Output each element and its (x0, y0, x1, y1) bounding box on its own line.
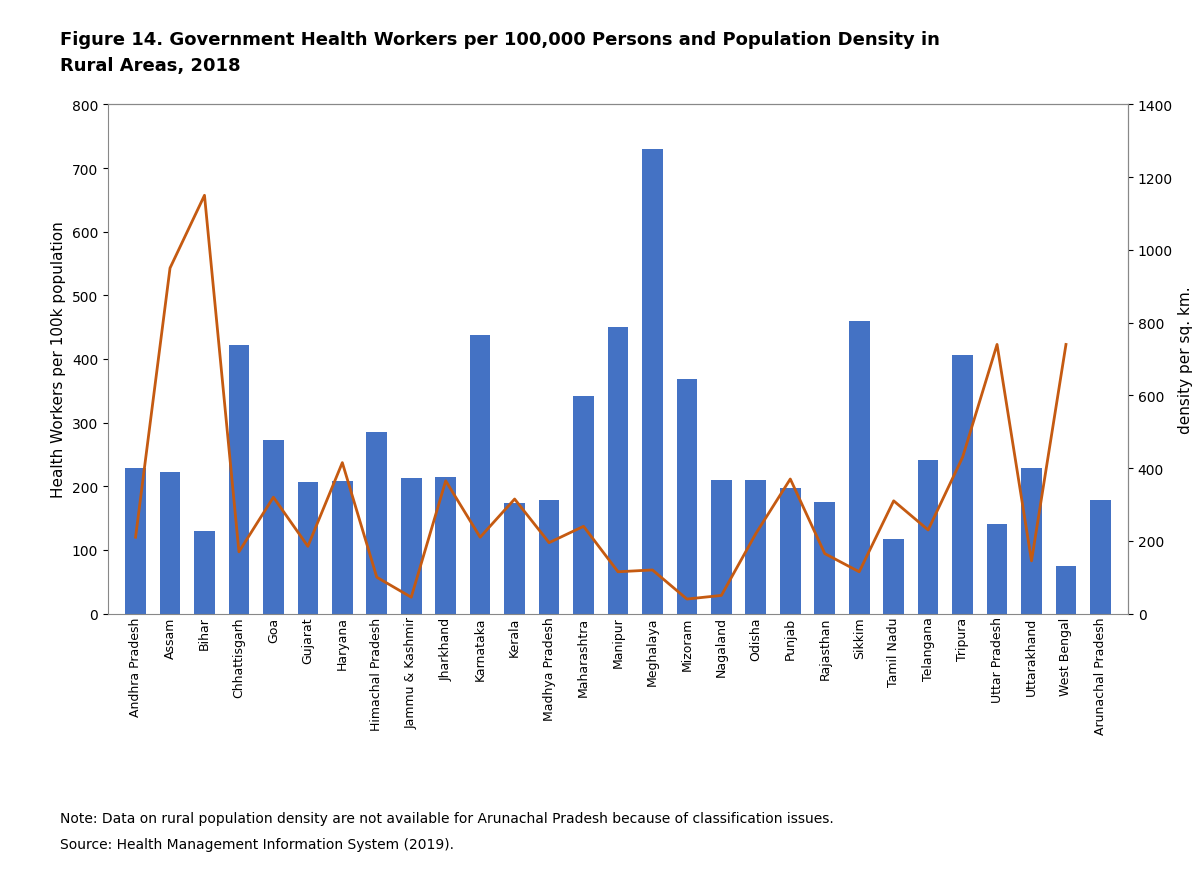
Bar (918, 460, 938, 614)
Y-axis label: density per sq. km.: density per sq. km. (1178, 286, 1194, 433)
Bar (470, 336, 491, 614)
Text: Note: Data on rural population density are not available for Arunachal Pradesh b: Note: Data on rural population density a… (60, 811, 834, 825)
Bar (815, 503, 835, 614)
Bar (953, 355, 973, 614)
Text: Rural Areas, 2018: Rural Areas, 2018 (60, 57, 241, 75)
Bar (366, 432, 388, 614)
Bar (125, 469, 146, 614)
Bar (1056, 567, 1076, 614)
Text: Figure 14. Government Health Workers per 100,000 Persons and Population Density : Figure 14. Government Health Workers per… (60, 31, 940, 49)
Y-axis label: Health Workers per 100k population: Health Workers per 100k population (52, 221, 66, 498)
Bar (848, 322, 870, 614)
Bar (677, 380, 697, 614)
Bar (160, 473, 180, 614)
Bar (332, 481, 353, 614)
Bar (1021, 469, 1042, 614)
Bar (436, 477, 456, 614)
Bar (712, 481, 732, 614)
Bar (574, 396, 594, 614)
Bar (986, 524, 1007, 614)
Bar (401, 479, 421, 614)
Bar (539, 501, 559, 614)
Bar (607, 328, 629, 614)
Bar (1090, 501, 1111, 614)
Bar (745, 481, 766, 614)
Bar (298, 482, 318, 614)
Text: Source: Health Management Information System (2019).: Source: Health Management Information Sy… (60, 838, 454, 852)
Bar (642, 150, 662, 614)
Bar (504, 504, 524, 614)
Bar (229, 346, 250, 614)
Bar (883, 539, 904, 614)
Bar (780, 488, 800, 614)
Bar (194, 531, 215, 614)
Bar (263, 441, 283, 614)
